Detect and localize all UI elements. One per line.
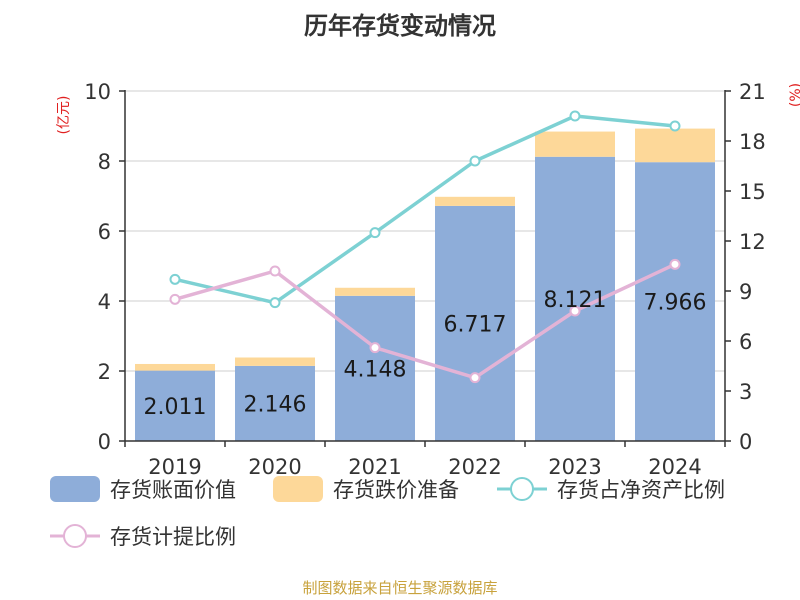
data-labels: 2.011 2.146 4.148 6.717 8.121 7.966 (144, 288, 707, 420)
right-tick-label: 21 (739, 80, 766, 104)
x-tick-label: 2020 (248, 455, 301, 479)
bar-book-value (635, 162, 715, 441)
series-point (669, 120, 681, 132)
bar-provision (635, 128, 715, 163)
left-tick-label: 8 (98, 150, 111, 174)
left-tick-label: 2 (98, 360, 111, 384)
series-point (569, 110, 581, 122)
right-tick-label: 15 (739, 180, 766, 204)
bar-data-label: 7.966 (644, 291, 707, 316)
bar-data-label: 4.148 (344, 357, 407, 382)
series-line (173, 262, 677, 380)
bar-provision (535, 131, 615, 157)
bar-provision (335, 287, 415, 296)
chart-title: 历年存货变动情况 (304, 12, 496, 40)
series-point (369, 342, 381, 354)
bar-data-label: 6.717 (444, 312, 507, 337)
legend-color-swatch (273, 476, 323, 502)
left-tick-label: 4 (98, 290, 111, 314)
legend-label: 存货计提比例 (110, 525, 236, 549)
series-point (169, 293, 181, 305)
legend-color-swatch (50, 476, 100, 502)
x-tick-label: 2019 (148, 455, 201, 479)
tick-labels: 0 2 4 6 8 10 0 3 6 9 12 15 18 21 2019 2020 2021 2022 2023 2… (84, 80, 765, 479)
series-point (469, 155, 481, 167)
series-point (269, 297, 281, 309)
legend-label: 存货占净资产比例 (557, 478, 725, 502)
legend-label: 存货账面价值 (110, 478, 236, 502)
x-tick-label: 2022 (448, 455, 501, 479)
bar-provision (435, 196, 515, 206)
bar-book-value (235, 365, 315, 441)
series-point (369, 227, 381, 239)
right-tick-label: 3 (739, 380, 752, 404)
right-tick-label: 9 (739, 280, 752, 304)
x-tick-label: 2023 (548, 455, 601, 479)
legend-label: 存货跌价准备 (333, 478, 459, 502)
bar-data-label: 2.011 (144, 395, 207, 420)
source-note: 制图数据来自恒生聚源数据库 (302, 579, 498, 597)
bar-book-value (435, 205, 515, 441)
right-tick-label: 18 (739, 130, 766, 154)
series-point (669, 258, 681, 270)
right-axis-label: (%) (788, 83, 800, 107)
x-tick-label: 2024 (648, 455, 701, 479)
right-tick-label: 6 (739, 330, 752, 354)
bar-data-label: 2.146 (244, 392, 307, 417)
left-tick-label: 6 (98, 220, 111, 244)
bar-data-label: 8.121 (544, 288, 607, 313)
left-tick-label: 0 (98, 430, 111, 454)
bar-provision (135, 363, 215, 371)
left-axis-label: (亿元) (56, 96, 72, 135)
x-tick-label: 2021 (348, 455, 401, 479)
legend-marker-swatch (510, 477, 534, 501)
series-point (269, 265, 281, 277)
bars (135, 128, 715, 441)
legend-marker-swatch (63, 524, 87, 548)
right-tick-label: 12 (739, 230, 766, 254)
bar-provision (235, 357, 315, 366)
bar-book-value (335, 295, 415, 441)
series-point (169, 273, 181, 285)
left-tick-label: 10 (84, 80, 111, 104)
lines (169, 110, 681, 384)
series-line (173, 114, 677, 305)
right-tick-label: 0 (739, 430, 752, 454)
bar-book-value (135, 370, 215, 441)
series-point (569, 305, 581, 317)
series-point (469, 372, 481, 384)
